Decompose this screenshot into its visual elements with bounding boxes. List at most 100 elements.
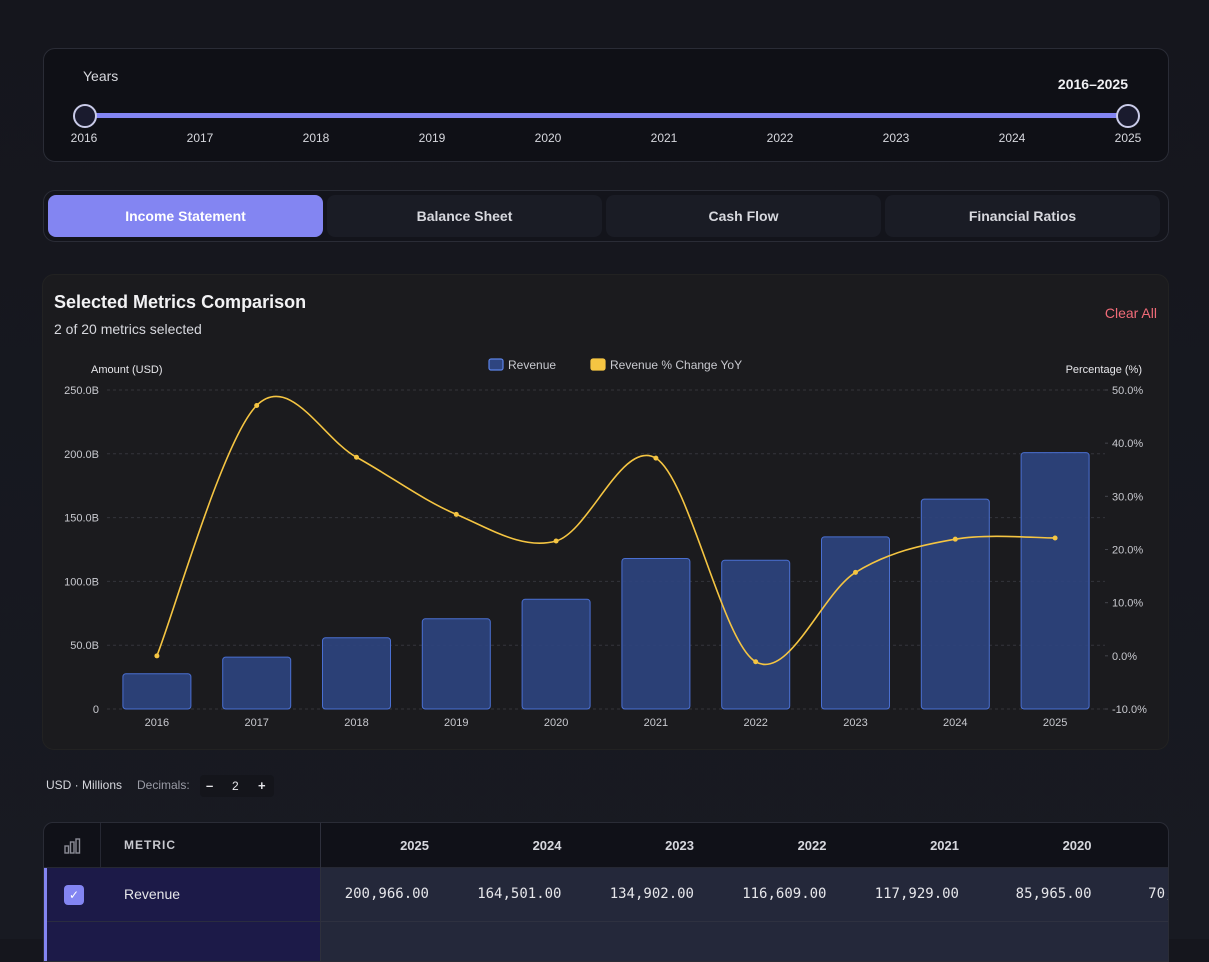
increment-button[interactable]: +	[258, 778, 266, 793]
decrement-button[interactable]: –	[206, 778, 214, 793]
slider-track	[84, 113, 1128, 118]
y-axis-label: Amount (USD)	[91, 364, 163, 376]
year-tick: 2019	[418, 131, 446, 145]
header-cell: 2022	[797, 838, 827, 853]
metric-value: 116,609.00	[742, 886, 827, 902]
row-highlight	[321, 868, 1168, 921]
x-tick-label: 2018	[344, 717, 368, 729]
year-tick: 2021	[650, 131, 678, 145]
y-tick-label: 50.0B	[70, 640, 99, 652]
chart-title: Selected Metrics Comparison	[54, 292, 307, 312]
row-highlight	[44, 868, 320, 921]
line-point	[453, 511, 459, 517]
chart: Amount (USD) Percentage (%) 0 50.0B 100.0B 15…	[64, 358, 1147, 729]
table-header	[44, 823, 1168, 868]
year-tick: 2017	[186, 131, 214, 145]
y2-tick-label: -10.0%	[1112, 704, 1147, 716]
y-tick-label: 0	[93, 704, 99, 716]
clear-all-button[interactable]: Clear All	[1104, 305, 1157, 321]
x-tick-label: 2022	[743, 717, 767, 729]
row-checkbox[interactable]: ✓	[64, 885, 84, 905]
line-point	[154, 653, 160, 659]
bar	[920, 498, 990, 710]
line-point	[254, 402, 260, 408]
year-tick: 2018	[302, 131, 330, 145]
bar	[821, 536, 890, 710]
x-tick-label: 2023	[843, 717, 867, 729]
header-cell: 2023	[665, 838, 694, 853]
decimals-label: Decimals:	[137, 778, 190, 792]
metric-name: Revenue	[124, 886, 181, 902]
year-tick: 2024	[998, 131, 1026, 145]
bar	[122, 673, 192, 710]
y2-tick-label: 0.0%	[1112, 651, 1137, 663]
y2-axis-label: Percentage (%)	[1066, 364, 1142, 376]
metric-value: 85,965.00	[1015, 886, 1092, 902]
bar	[721, 559, 791, 710]
y2-tick-label: 10.0%	[1112, 598, 1143, 610]
metric-value: 117,929.00	[874, 886, 959, 902]
x-tick-label: 2016	[145, 717, 169, 729]
year-tick: 2023	[882, 131, 910, 145]
tab[interactable]: Balance Sheet	[327, 195, 602, 237]
metric-value: 70,697.00	[1148, 886, 1168, 902]
legend-label: Revenue	[508, 358, 556, 372]
bar	[222, 656, 292, 710]
y2-tick-label: 40.0%	[1112, 438, 1143, 450]
legend-swatch	[488, 358, 504, 371]
x-tick-label: 2025	[1043, 717, 1067, 729]
year-tick: 2020	[534, 131, 562, 145]
y2-tick-label: 50.0%	[1112, 385, 1143, 397]
bar	[421, 618, 491, 710]
decimals-control: – 2 +	[200, 775, 274, 797]
line-point	[853, 569, 858, 575]
header-cell: 2024	[532, 838, 562, 853]
legend-label: Revenue % Change YoY	[610, 358, 742, 372]
bar	[521, 598, 591, 710]
x-tick-label: 2021	[644, 717, 668, 729]
divider	[320, 823, 321, 961]
years-label: Years	[83, 68, 119, 84]
line-point	[1052, 535, 1058, 541]
bar	[1020, 452, 1090, 710]
years-range: 2016–2025	[1057, 76, 1128, 92]
line	[156, 395, 1056, 666]
y-tick-label: 100.0B	[64, 576, 99, 588]
tab[interactable]: Cash Flow	[606, 195, 881, 237]
chart-subtitle: 2 of 20 metrics selected	[54, 321, 202, 337]
x-tick-label: 2019	[444, 717, 468, 729]
line-point	[753, 659, 759, 665]
y2-tick-label: 30.0%	[1112, 491, 1143, 503]
y-tick-label: 250.0B	[64, 385, 99, 397]
bar	[322, 637, 391, 710]
unit-label: USD · Millions	[46, 778, 123, 792]
bar	[621, 558, 691, 710]
slider-handle-end[interactable]	[1116, 104, 1140, 128]
header-cell: 2021	[930, 838, 959, 853]
tab[interactable]: Income Statement	[48, 195, 323, 237]
legend-swatch	[590, 358, 606, 371]
y2-tick-label: 20.0%	[1112, 545, 1143, 557]
row-highlight	[44, 921, 320, 961]
header-cell: 2025	[400, 838, 429, 853]
years-card: Years 2016–2025 2016 2017 2018 2019 2020 2021…	[43, 48, 1169, 162]
metrics-table: ✓ METRIC 2025 2024 2023 2022 2021 2020 2019 Reve…	[43, 822, 1169, 962]
metric-value: 200,966.00	[344, 886, 429, 902]
year-tick: 2022	[766, 131, 794, 145]
tab[interactable]: Financial Ratios	[885, 195, 1160, 237]
header-cell: 2019	[1104, 838, 1168, 853]
row-accent	[44, 868, 47, 961]
y-tick-label: 150.0B	[64, 513, 99, 525]
slider-handle-start[interactable]	[73, 104, 97, 128]
header-cell: 2020	[1062, 838, 1092, 853]
y-tick-label: 200.0B	[64, 449, 99, 461]
metric-value: 134,902.00	[609, 886, 694, 902]
decimals-value: 2	[232, 779, 239, 793]
line-point	[952, 536, 958, 542]
metric-value: 164,501.00	[477, 886, 562, 902]
row-highlight	[321, 921, 1168, 961]
year-tick: 2025	[1114, 131, 1142, 145]
x-tick-label: 2024	[943, 717, 967, 729]
line-point	[354, 454, 359, 460]
